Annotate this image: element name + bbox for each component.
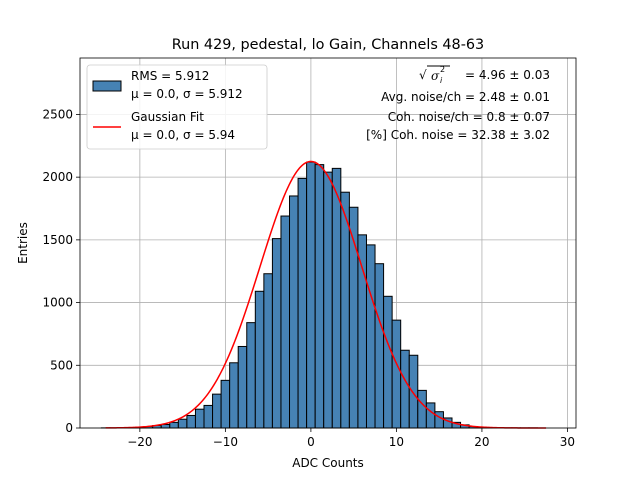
stats-annotation: √ σ 2 i = 4.96 ± 0.03 Avg. noise/ch = 2.… (366, 65, 550, 142)
x-axis-ticks: −20 −10 0 10 20 30 (127, 428, 575, 449)
histogram-bar (263, 273, 273, 429)
histogram-bar (254, 290, 265, 429)
x-tick-label: −20 (127, 435, 152, 449)
histogram-bar (391, 319, 402, 429)
sigma-total-formula: √ σ 2 i = 4.96 ± 0.03 (419, 65, 550, 85)
plot-frame (79, 57, 577, 429)
histogram-bar (229, 362, 239, 429)
histogram-bar (177, 418, 188, 429)
legend: RMS = 5.912 μ = 0.0, σ = 5.912 Gaussian … (86, 64, 268, 150)
histogram-bar (297, 177, 308, 429)
avg-noise-text: Avg. noise/ch = 2.48 ± 0.01 (381, 90, 550, 104)
y-tick-label: 2500 (42, 107, 73, 121)
y-tick-label: 500 (50, 358, 73, 372)
histogram-bar (417, 389, 427, 429)
legend-histogram-line1: RMS = 5.912 (131, 69, 209, 83)
sigma-symbol: σ (431, 69, 440, 83)
histogram-bar (331, 167, 342, 429)
histogram-bar (280, 215, 291, 429)
sigma-subscript: i (440, 76, 443, 85)
x-tick-label: −10 (213, 435, 238, 449)
histogram-bar (408, 354, 419, 429)
y-axis-label: Entries (16, 222, 30, 264)
histogram-bar (194, 408, 205, 429)
chart-title: Run 429, pedestal, lo Gain, Channels 48-… (172, 37, 484, 53)
sigma-superscript: 2 (440, 65, 445, 74)
gaussian-fit-curve (105, 160, 547, 429)
x-tick-label: 0 (307, 435, 315, 449)
histogram-bar (212, 393, 222, 429)
legend-histogram-line2: μ = 0.0, σ = 5.912 (131, 87, 243, 101)
histogram-bar (323, 171, 333, 429)
histogram-bar (289, 195, 299, 429)
legend-fit-line1: Gaussian Fit (131, 110, 204, 124)
histogram-bar (425, 402, 436, 429)
histogram-bar (314, 164, 325, 429)
histogram-bar (203, 404, 214, 429)
pct-coh-noise-text: [%] Coh. noise = 32.38 ± 3.02 (366, 128, 550, 142)
histogram-bar (306, 161, 316, 429)
legend-box (86, 64, 268, 150)
x-tick-label: 20 (474, 435, 489, 449)
y-tick-label: 1500 (42, 233, 73, 247)
histogram-bar (434, 411, 444, 429)
x-tick-label: 10 (389, 435, 404, 449)
histogram-bar (246, 322, 256, 429)
legend-patch-histogram (92, 80, 122, 92)
sigma-total-value: = 4.96 ± 0.03 (465, 68, 550, 82)
legend-fit-line2: μ = 0.0, σ = 5.94 (131, 128, 235, 142)
histogram-bar (400, 349, 410, 429)
histogram-bar (169, 421, 179, 429)
y-tick-label: 1000 (42, 296, 73, 310)
y-tick-label: 0 (65, 421, 73, 435)
x-tick-label: 30 (560, 435, 575, 449)
coh-noise-text: Coh. noise/ch = 0.8 ± 0.07 (388, 110, 550, 124)
histogram-bar (357, 234, 367, 429)
sqrt-symbol: √ (419, 68, 427, 82)
histogram-bars (100, 161, 539, 429)
histogram-bar (340, 191, 350, 429)
y-tick-label: 2000 (42, 170, 73, 184)
histogram-bar (186, 414, 196, 429)
histogram-bar (220, 379, 231, 429)
histogram-bar (383, 295, 393, 429)
histogram-bar (365, 244, 376, 429)
y-axis-ticks: 0 500 1000 1500 2000 2500 (42, 107, 80, 435)
histogram-bar (271, 238, 282, 429)
histogram-bar (374, 263, 385, 429)
x-axis-label: ADC Counts (292, 456, 364, 470)
histogram-bar (237, 345, 248, 429)
